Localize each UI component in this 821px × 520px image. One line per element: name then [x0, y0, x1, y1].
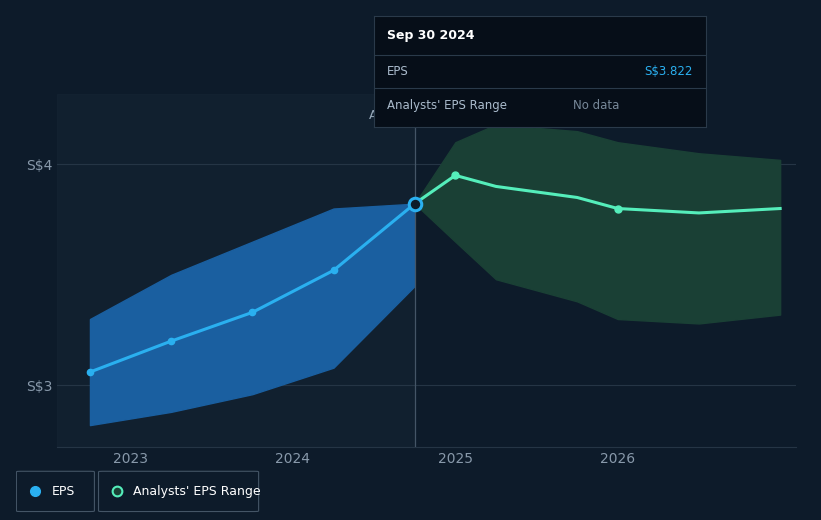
Text: EPS: EPS: [387, 65, 409, 78]
Bar: [57, 94, 415, 447]
Text: Analysts' EPS Range: Analysts' EPS Range: [133, 485, 261, 498]
Text: Actual: Actual: [369, 109, 408, 122]
Text: S$3.822: S$3.822: [644, 65, 693, 78]
Text: Analysts' EPS Range: Analysts' EPS Range: [387, 98, 507, 111]
Text: EPS: EPS: [51, 485, 75, 498]
Text: No data: No data: [573, 98, 619, 111]
Text: Sep 30 2024: Sep 30 2024: [387, 29, 475, 42]
FancyBboxPatch shape: [16, 471, 94, 512]
Text: Analysts Forecasts: Analysts Forecasts: [424, 109, 541, 122]
FancyBboxPatch shape: [99, 471, 259, 512]
